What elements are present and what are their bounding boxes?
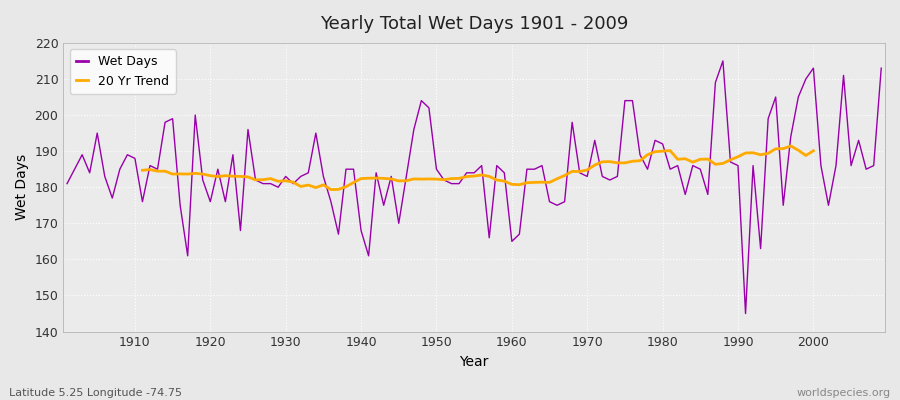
20 Yr Trend [717, 161, 728, 166]
20 Yr Trend [326, 187, 337, 192]
Wet Days [499, 170, 509, 175]
Text: worldspecies.org: worldspecies.org [796, 388, 891, 398]
Wet Days [288, 181, 299, 186]
Legend: Wet Days, 20 Yr Trend: Wet Days, 20 Yr Trend [69, 49, 176, 94]
Y-axis label: Wet Days: Wet Days [15, 154, 29, 220]
Line: 20 Yr Trend: 20 Yr Trend [142, 146, 814, 190]
Line: Wet Days: Wet Days [68, 61, 881, 314]
Wet Days [717, 58, 728, 63]
20 Yr Trend [786, 144, 796, 148]
Title: Yearly Total Wet Days 1901 - 2009: Yearly Total Wet Days 1901 - 2009 [320, 15, 628, 33]
20 Yr Trend [228, 174, 238, 179]
Wet Days [876, 66, 886, 70]
20 Yr Trend [702, 157, 713, 162]
20 Yr Trend [137, 168, 148, 173]
Wet Days [507, 239, 517, 244]
Wet Days [740, 311, 751, 316]
Text: Latitude 5.25 Longitude -74.75: Latitude 5.25 Longitude -74.75 [9, 388, 182, 398]
20 Yr Trend [348, 180, 359, 185]
20 Yr Trend [808, 148, 819, 153]
Wet Days [122, 152, 133, 157]
20 Yr Trend [793, 148, 804, 153]
Wet Days [597, 174, 608, 179]
X-axis label: Year: Year [460, 355, 489, 369]
Wet Days [333, 232, 344, 236]
Wet Days [62, 181, 73, 186]
20 Yr Trend [612, 160, 623, 165]
